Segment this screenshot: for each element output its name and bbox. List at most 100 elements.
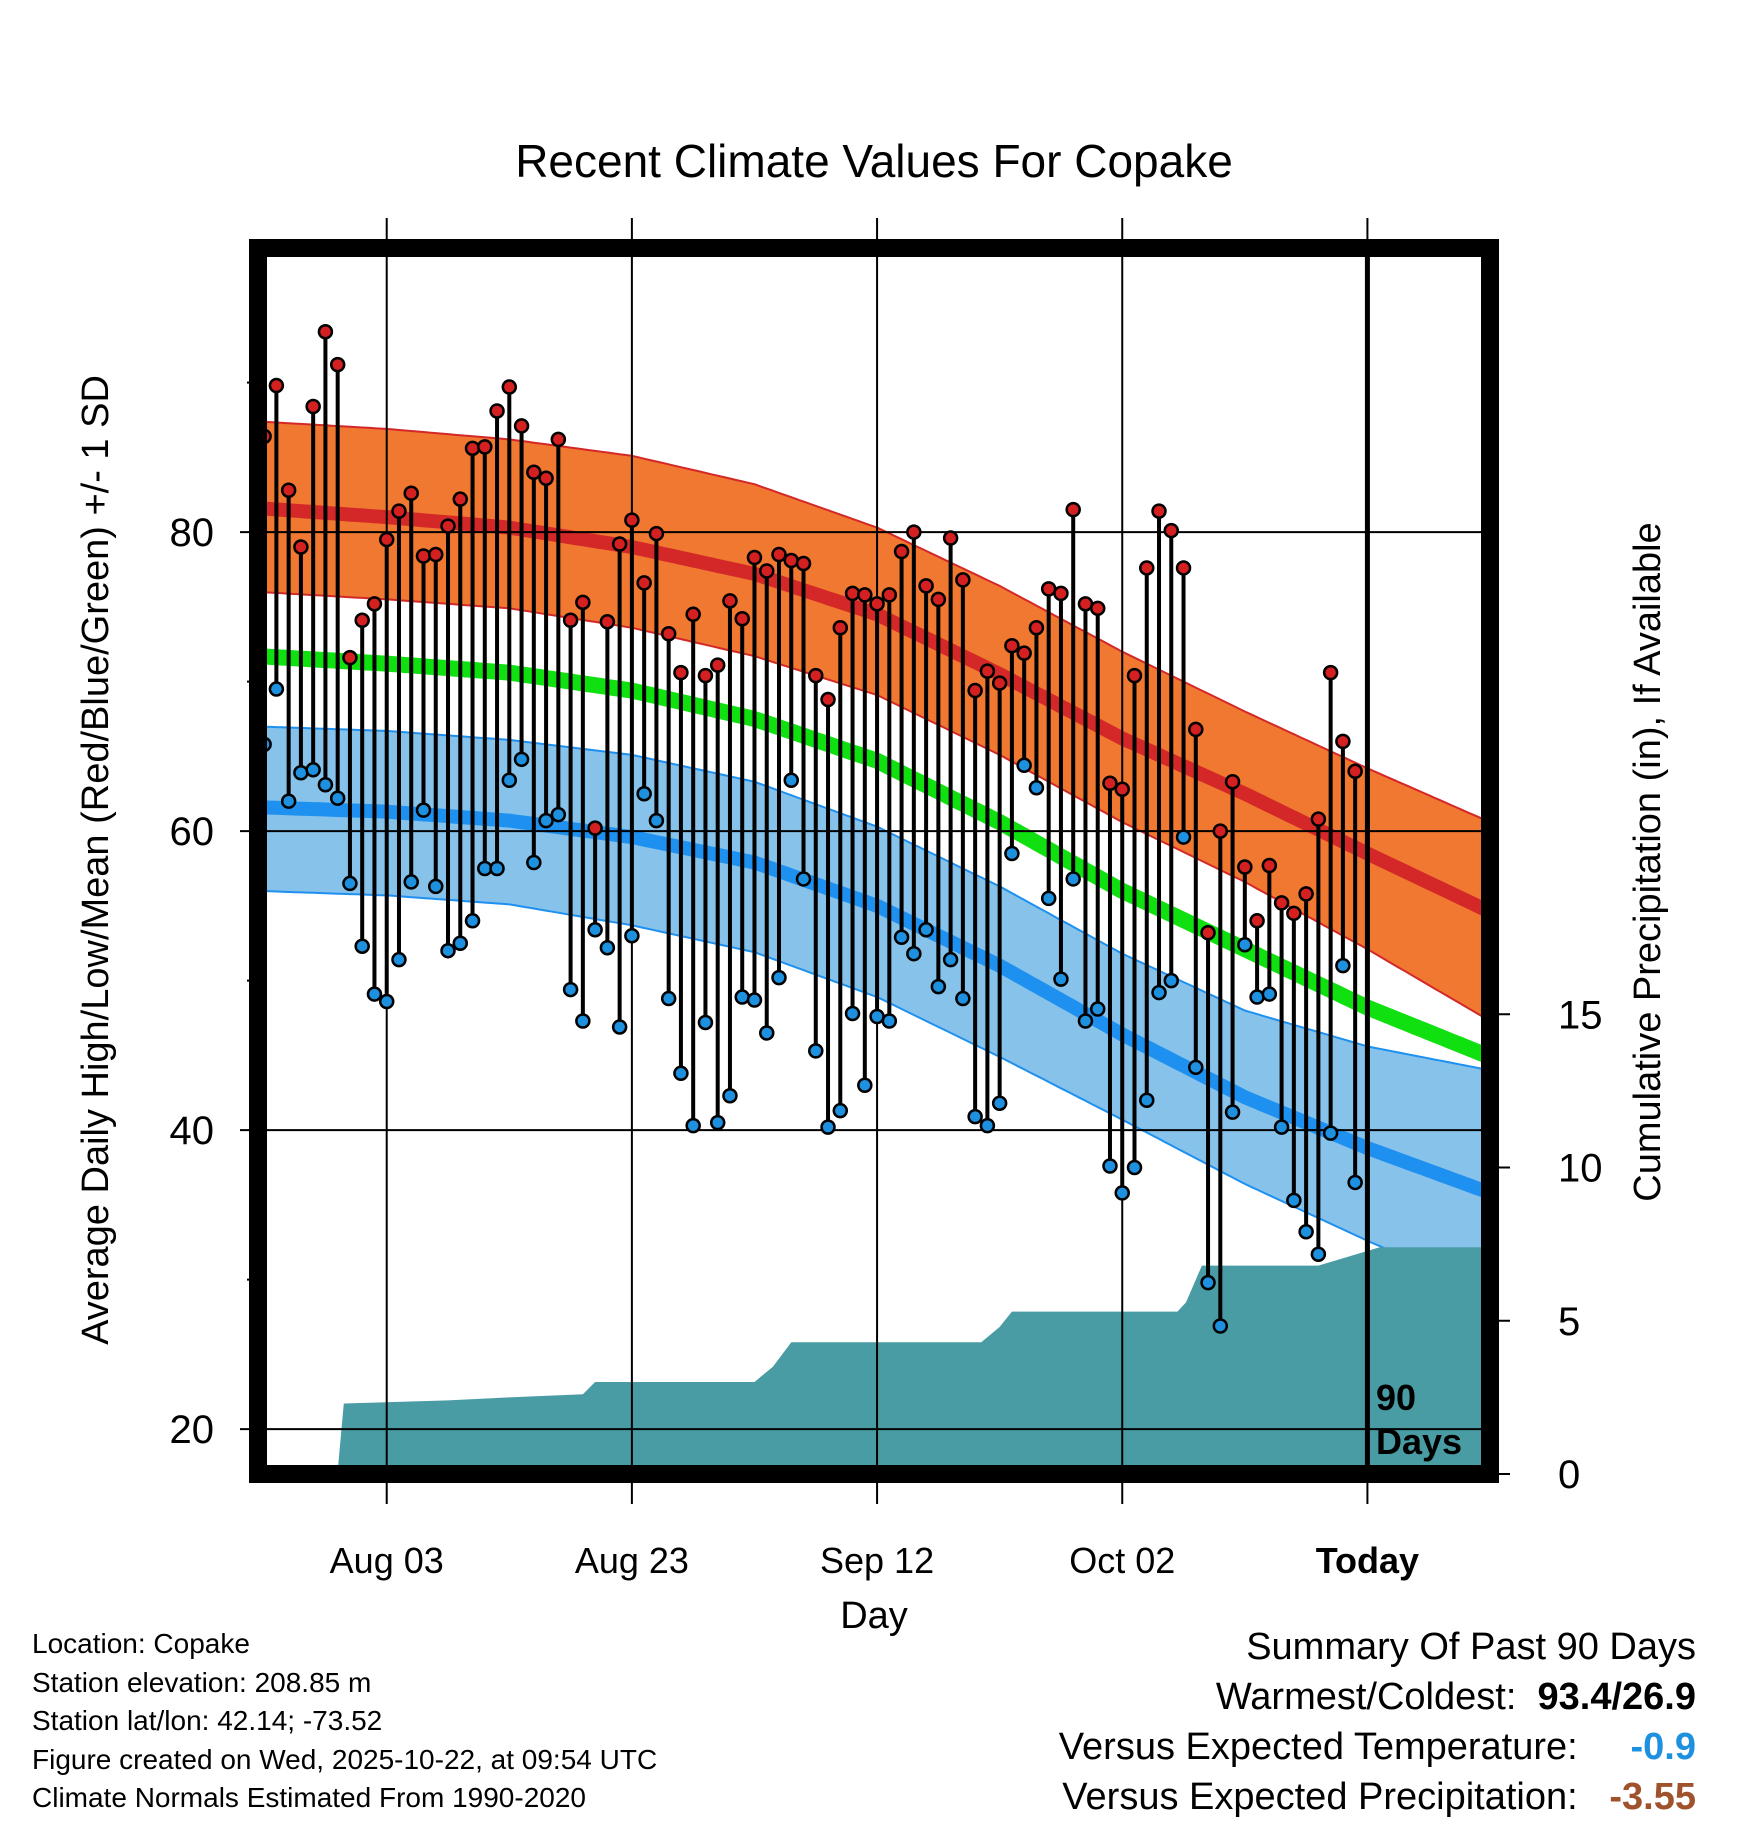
daily-high-point (624, 512, 640, 528)
daily-low-point (918, 922, 934, 938)
daily-low-point (844, 1005, 861, 1022)
daily-high-point (906, 524, 922, 540)
daily-high-point (489, 403, 505, 419)
daily-low-point (673, 1065, 689, 1082)
daily-high-point (1175, 560, 1192, 576)
daily-low-point (893, 929, 910, 946)
daily-low-point (734, 989, 750, 1005)
daily-high-point (869, 596, 885, 612)
daily-high-point (599, 614, 616, 630)
daily-low-point (832, 1102, 849, 1119)
daily-low-point (526, 854, 542, 871)
daily-low-point (354, 938, 370, 954)
y2-tick-label: 10 (1558, 1147, 1603, 1191)
daily-low-point (403, 874, 419, 890)
daily-low-point (1053, 971, 1069, 987)
daily-low-point (1200, 1274, 1216, 1291)
daily-low-point (1212, 1318, 1229, 1334)
daily-high-point (746, 549, 763, 566)
daily-low-point (280, 793, 297, 809)
normals-text: Climate Normals Estimated From 1990-2020 (32, 1782, 586, 1813)
daily-low-point (942, 951, 959, 968)
precipitation-anomaly-row: Versus Expected Precipitation: -3.55 (1059, 1772, 1696, 1822)
daily-high-point (758, 563, 775, 579)
daily-high-point (1065, 501, 1081, 518)
daily-low-point (513, 751, 530, 768)
daily-low-point (722, 1087, 738, 1104)
daily-low-point (967, 1108, 983, 1125)
daily-high-point (1286, 905, 1302, 922)
x-tick-label: Sep 12 (820, 1540, 934, 1581)
days-label: 90 (1376, 1377, 1416, 1418)
daily-high-point (415, 548, 432, 564)
daily-low-point (342, 875, 358, 892)
daily-low-point (501, 772, 518, 789)
x-tick-label: Oct 02 (1069, 1540, 1175, 1581)
days-label: Days (1376, 1421, 1462, 1462)
precipitation-anomaly-label: Versus Expected Precipitation: (1062, 1776, 1578, 1818)
daily-high-point (329, 356, 346, 373)
y-tick-label: 60 (170, 810, 215, 854)
plot-frame (249, 239, 1499, 1483)
daily-low-point (575, 1013, 591, 1029)
daily-high-point (317, 323, 334, 340)
daily-high-point (268, 377, 285, 394)
daily-low-point (599, 939, 616, 956)
normal-bands (258, 420, 1490, 1296)
x-tick-label: Today (1316, 1540, 1419, 1581)
location-text: Location: Copake (32, 1628, 250, 1659)
daily-high-point (403, 485, 419, 501)
daily-high-point (660, 625, 677, 642)
y-tick-label: 20 (170, 1408, 215, 1452)
daily-high-point (1335, 733, 1351, 750)
daily-low-point (795, 871, 812, 887)
daily-low-point (1237, 936, 1253, 953)
daily-high-point (1249, 913, 1265, 929)
created-text: Figure created on Wed, 2025-10-22, at 09… (32, 1743, 658, 1775)
daily-high-point (366, 596, 383, 612)
daily-low-point (562, 981, 579, 998)
x-axis-label: Day (840, 1595, 908, 1637)
daily-high-point (550, 431, 567, 448)
daily-high-point (1053, 585, 1069, 602)
daily-low-point (464, 913, 481, 929)
daily-low-point (587, 922, 603, 938)
daily-high-point (967, 682, 983, 699)
warmest-coldest-value: 93.4/26.9 (1537, 1676, 1696, 1718)
daily-high-point (513, 418, 530, 434)
summary-panel: Summary Of Past 90 Days Warmest/Coldest:… (1059, 1622, 1696, 1822)
daily-low-point (391, 951, 407, 968)
daily-high-point (648, 525, 665, 542)
daily-low-point (746, 992, 763, 1008)
daily-low-point (1028, 779, 1045, 796)
daily-high-point (930, 591, 947, 608)
axis-ticks: 20 40 60 80 0 5 10 15 Aug 03 Aug 23 Sep 12 Oct 02 To… (170, 218, 1603, 1581)
daily-low-point (1065, 871, 1081, 887)
normal-mean-line (258, 648, 1490, 1065)
daily-high-point (844, 585, 861, 602)
daily-high-point (501, 379, 518, 395)
cumulative-precipitation (258, 1247, 1490, 1474)
daily-high-point (526, 464, 542, 481)
daily-high-point (820, 691, 836, 708)
daily-low-point (685, 1117, 701, 1134)
daily-high-point (464, 440, 481, 457)
daily-low-point (771, 969, 787, 986)
daily-high-point (1237, 859, 1253, 875)
daily-high-point (991, 675, 1008, 691)
daily-markers (258, 323, 1363, 1334)
daily-high-point (1273, 895, 1290, 911)
daily-low-point (611, 1019, 628, 1035)
daily-low-point (709, 1114, 726, 1131)
x-tick-label: Aug 03 (330, 1540, 444, 1581)
temperature-anomaly-label: Versus Expected Temperature: (1058, 1726, 1578, 1768)
daily-low-point (1175, 829, 1192, 845)
daily-high-point (1224, 774, 1241, 790)
daily-high-point (440, 518, 456, 534)
daily-high-point (1151, 503, 1167, 519)
daily-low-point (305, 762, 321, 778)
daily-high-point (1089, 600, 1106, 617)
daily-high-point (893, 543, 910, 560)
daily-low-point (550, 806, 567, 823)
